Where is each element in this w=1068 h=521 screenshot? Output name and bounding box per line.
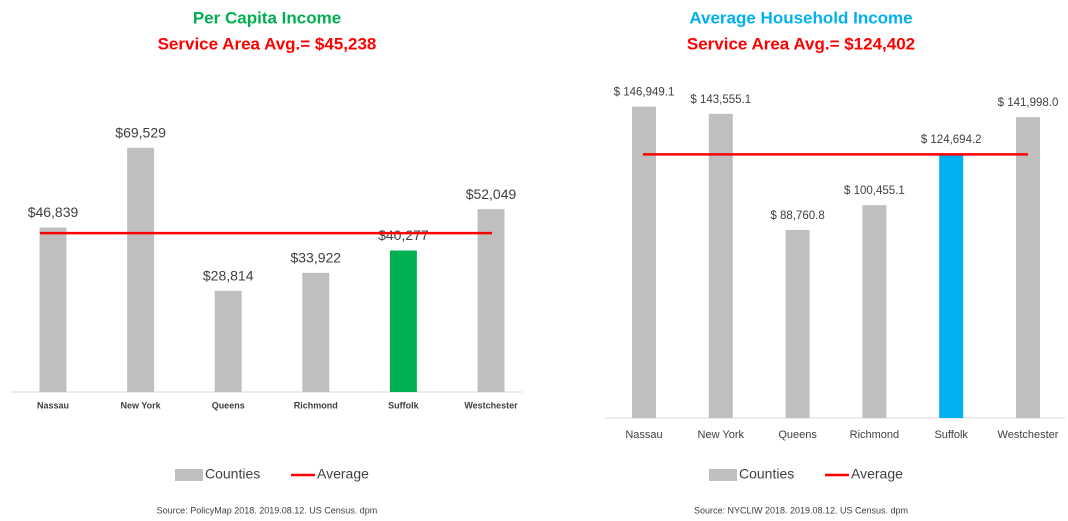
source-note: Source: PolicyMap 2018. 2019.08.12. US C… (157, 505, 378, 515)
bar (302, 272, 330, 392)
legend-label: Counties (205, 466, 260, 482)
bar (389, 250, 417, 392)
x-tick-label: Westchester (464, 400, 518, 410)
source-note: Source: NYCLIW 2018. 2019.08.12. US Cens… (694, 505, 908, 515)
x-tick-label: Westchester (998, 429, 1059, 441)
legend-swatch (175, 469, 203, 481)
bar (632, 106, 656, 418)
chart-subtitle: Service Area Avg.= $124,402 (687, 34, 915, 53)
bar (785, 229, 810, 418)
x-tick-label: Nassau (37, 400, 69, 410)
bar (1016, 117, 1040, 419)
bar (939, 153, 964, 418)
chart-title: Per Capita Income (193, 8, 341, 27)
value-label: $69,529 (115, 124, 166, 140)
value-label: $52,049 (466, 186, 517, 202)
bar (127, 147, 155, 392)
legend-label: Average (851, 466, 903, 482)
x-tick-label: Richmond (294, 400, 338, 410)
x-tick-label: Queens (778, 429, 817, 441)
bar (39, 227, 67, 392)
value-label: $ 141,998.0 (998, 97, 1059, 109)
x-tick-label: Richmond (850, 429, 900, 441)
x-tick-label: Nassau (625, 429, 662, 441)
value-label: $46,839 (28, 204, 79, 220)
bar (708, 113, 733, 419)
bar (862, 205, 887, 418)
value-label: $ 88,760.8 (770, 210, 824, 222)
value-label: $ 146,949.1 (614, 87, 675, 99)
value-label: $ 100,455.1 (844, 185, 905, 197)
legend-swatch (709, 469, 737, 481)
legend-label: Average (317, 466, 369, 482)
value-label: $ 143,555.1 (690, 94, 751, 106)
chart-title: Average Household Income (689, 8, 912, 27)
x-tick-label: New York (698, 429, 745, 441)
value-label: $40,277 (378, 227, 429, 243)
value-label: $33,922 (290, 250, 341, 266)
x-tick-label: Suffolk (934, 429, 968, 441)
x-tick-label: Queens (212, 400, 245, 410)
bar (477, 209, 505, 392)
value-label: $ 124,694.2 (921, 134, 982, 146)
x-tick-label: New York (121, 400, 162, 410)
bar (214, 290, 242, 392)
chart-subtitle: Service Area Avg.= $45,238 (158, 34, 377, 53)
legend-label: Counties (739, 466, 794, 482)
x-tick-label: Suffolk (388, 400, 419, 410)
value-label: $28,814 (203, 267, 254, 283)
